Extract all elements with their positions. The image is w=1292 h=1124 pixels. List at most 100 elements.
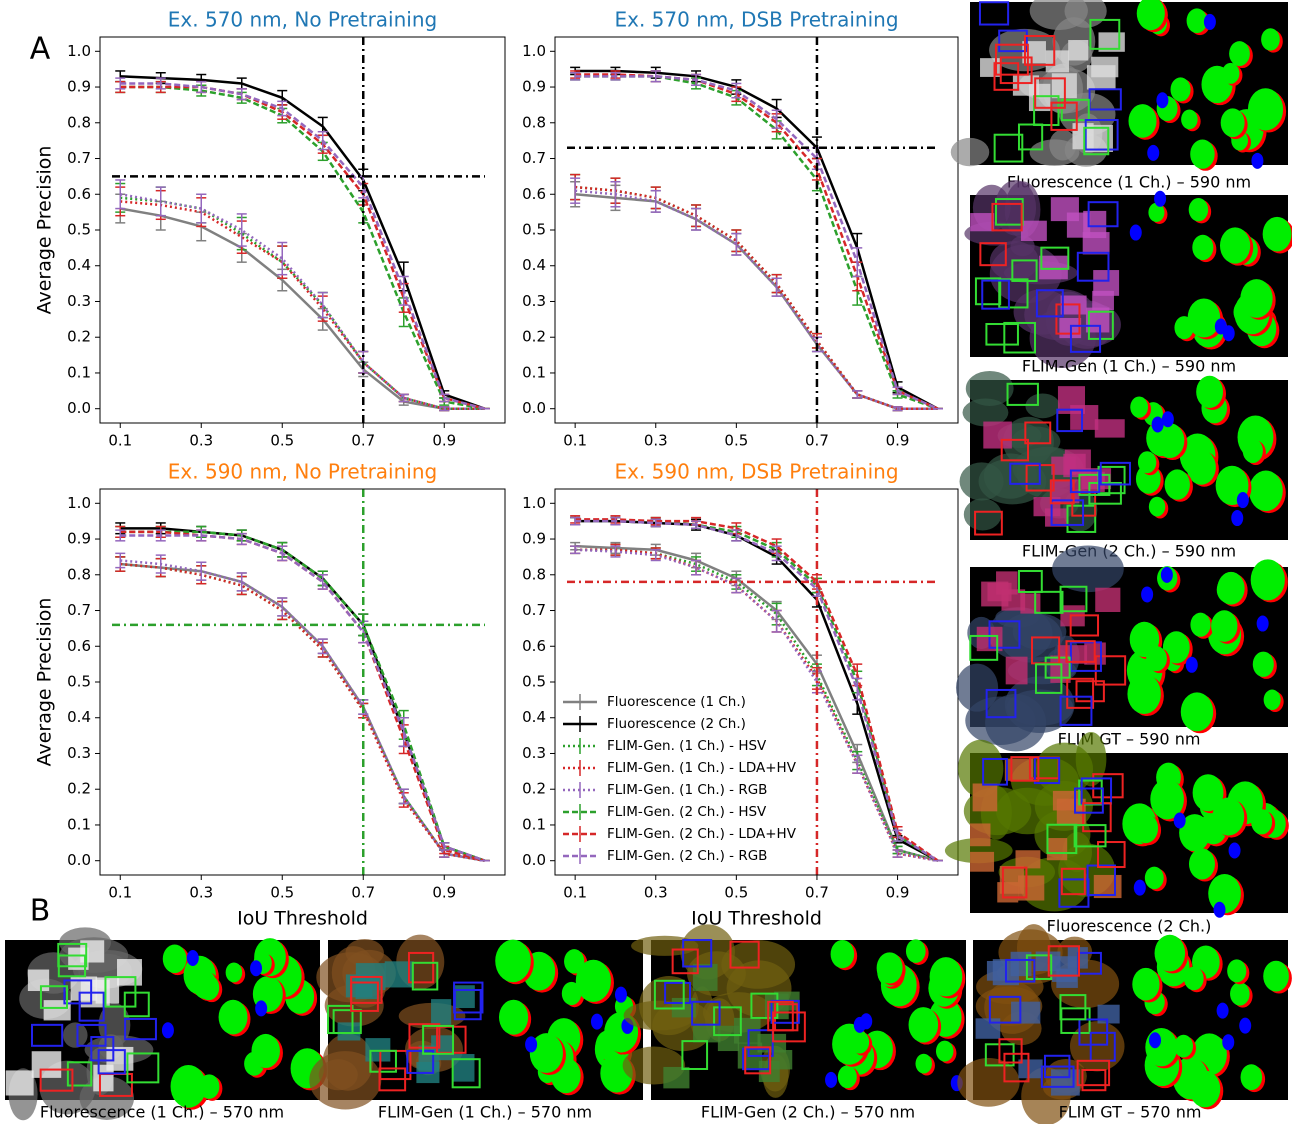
y-tick-label: 0.4 [522,708,546,726]
error-bar [892,406,903,412]
detection-box [691,1000,721,1026]
error-bar [317,574,328,590]
y-tick-label: 0.6 [522,185,546,203]
y-tick-label: 0.1 [67,363,91,381]
mask-green [1189,1070,1221,1108]
detection-box [1099,461,1131,486]
y-tick-label: 0.3 [522,292,546,310]
cell [1005,656,1028,685]
y-tick-label: 0.0 [67,851,91,869]
error-bar [196,561,207,581]
detection-box [104,976,137,1008]
y-tick-label: 0.9 [67,530,91,548]
error-bar [155,554,166,574]
y-tick-label: 0.0 [67,399,91,417]
cell [692,963,718,991]
cell [975,1018,1001,1039]
x-tick-label: 0.1 [108,884,132,902]
y-tick-label: 0.2 [522,780,546,798]
mask-blue [1156,92,1169,109]
cell [1068,40,1089,61]
cell [452,1054,475,1082]
cell [5,1070,34,1096]
mask-green [1145,1027,1178,1067]
image-caption: Fluorescence (2 Ch.) [1047,917,1212,936]
mask-blue [590,1013,603,1030]
tissue [958,739,1004,798]
mask-blue [1129,224,1142,241]
detection-box [1073,824,1107,848]
x-tick-label: 0.1 [563,884,587,902]
series-line [120,562,485,862]
detection-box [1010,756,1040,782]
plot-frame [99,36,506,424]
error-bar [277,241,288,276]
cell [431,999,452,1025]
detection-box [982,757,1008,786]
series-line [575,189,938,410]
y-tick-label: 0.2 [67,328,91,346]
x-axis-label: IoU Threshold [691,908,822,930]
error-bar [852,247,863,278]
mask-green [162,944,187,974]
y-axis-label: Average Precision [34,146,56,315]
mask-blue [161,1022,174,1039]
cell [970,213,995,232]
series-line [575,185,938,410]
error-bar [398,275,409,306]
error-bar [570,516,581,526]
y-tick-label: 1.0 [67,42,91,60]
cell [1051,456,1076,475]
detection-box [411,961,439,991]
mask-blue [250,960,263,977]
series-line [120,559,485,862]
mask-green [1261,28,1280,51]
mask-green [1133,813,1159,844]
mask-green [198,1074,220,1099]
error-bar [570,71,581,81]
series-line [575,518,939,862]
mask-blue [1222,1034,1235,1051]
error-bar [691,73,702,86]
mask-blue [1133,879,1146,896]
detection-box [1040,1065,1075,1088]
mask-green [1250,559,1285,601]
mask-blue [1203,13,1216,30]
cell [970,851,995,872]
detection-box [653,979,685,1010]
detection-box [1087,201,1119,228]
series-line [120,196,485,410]
error-bar [398,716,409,748]
error-bar [277,100,288,117]
cell [1039,255,1068,280]
tissue [959,462,1004,501]
y-tick-label: 0.9 [522,78,546,96]
mask-green [1187,298,1221,338]
x-tick-label: 0.1 [563,432,587,450]
mask-green [1263,960,1289,992]
cell [1056,968,1078,988]
detection-box [767,1000,794,1032]
detection-box [453,989,482,1021]
legend-label: FLIM-Gen. (1 Ch.) - HSV [607,738,767,754]
image-caption: FLIM-Gen (1 Ch.) – 570 nm [378,1103,592,1122]
mask-green [1217,571,1245,605]
mask-green [1190,612,1211,637]
cell [1051,1069,1080,1096]
mask-green [1186,8,1208,34]
mask-green [1251,809,1273,835]
legend-label: FLIM-Gen. (1 Ch.) - RGB [607,782,767,798]
error-bar [650,189,661,213]
detection-box [57,954,87,978]
series-line [575,185,938,410]
detection-box [406,1049,435,1074]
tissue [1035,742,1094,796]
series-line [120,534,486,862]
cell [43,1000,71,1021]
error-bar [731,232,742,256]
tissue [963,498,1002,531]
error-bar [691,207,702,231]
cell [970,823,991,847]
x-tick-label: 0.5 [724,884,748,902]
mask-green [1186,449,1216,485]
